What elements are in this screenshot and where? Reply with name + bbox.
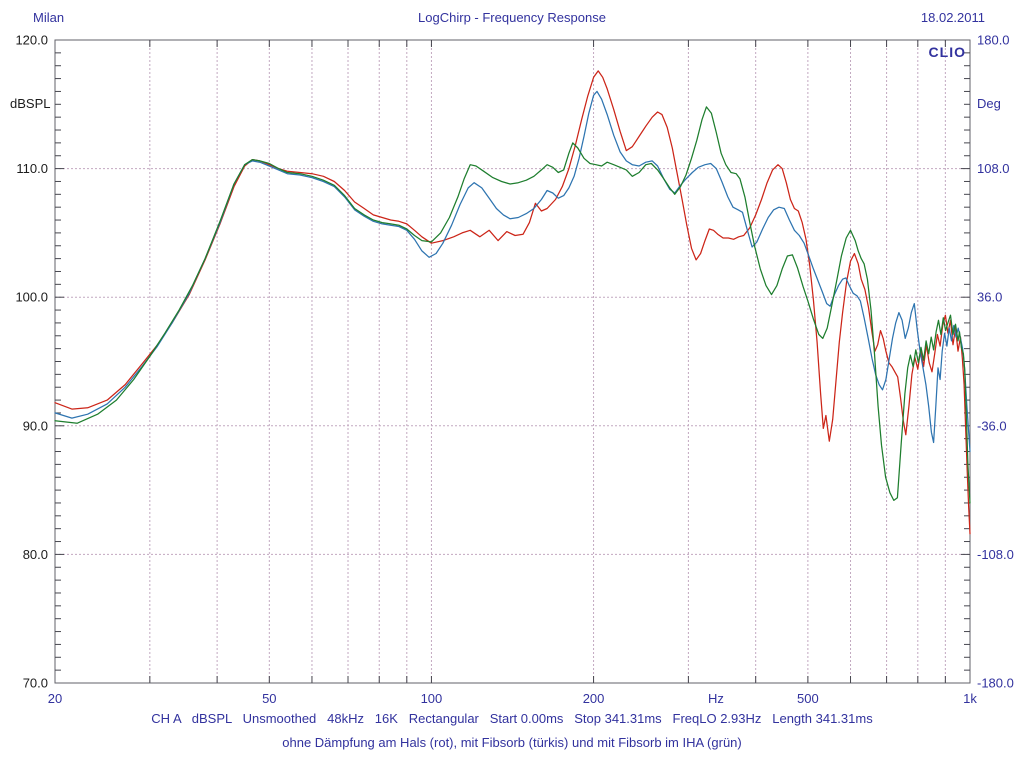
y-axis-label: 70.0 xyxy=(23,676,48,691)
y-axis-label: 100.0 xyxy=(15,290,48,305)
x-axis-label: 100 xyxy=(421,691,443,706)
legend-caption: ohne Dämpfung am Hals (rot), mit Fibsorb… xyxy=(282,735,742,750)
y2-axis-unit: Deg xyxy=(977,96,1001,111)
y-axis-label: 80.0 xyxy=(23,547,48,562)
measurement-parameters: CH A dBSPL Unsmoothed 48kHz 16K Rectangu… xyxy=(151,711,873,726)
y2-axis-label: 36.0 xyxy=(977,290,1002,305)
y-axis-label: 120.0 xyxy=(15,33,48,48)
y2-axis-label: -108.0 xyxy=(977,547,1014,562)
x-axis-label: 20 xyxy=(48,691,62,706)
y-axis-unit: dBSPL xyxy=(10,96,50,111)
x-axis-label: 50 xyxy=(262,691,276,706)
clio-logo: CLIO xyxy=(928,44,966,60)
y-axis-label: 90.0 xyxy=(23,418,48,433)
y2-axis-label: 108.0 xyxy=(977,161,1010,176)
y2-axis-label: -180.0 xyxy=(977,676,1014,691)
x-axis-label: 200 xyxy=(583,691,605,706)
curve-grün xyxy=(54,106,971,504)
curve-türkis xyxy=(54,90,971,453)
x-axis-label: 1k xyxy=(963,691,977,706)
plot-frame xyxy=(54,39,971,684)
y2-axis-label: -36.0 xyxy=(977,418,1007,433)
y2-axis-label: 180.0 xyxy=(977,33,1010,48)
x-axis-label: 500 xyxy=(797,691,819,706)
curve-rot xyxy=(54,70,971,535)
project-name: Milan xyxy=(33,10,65,25)
measurement-date: 18.02.2011 xyxy=(920,10,985,25)
y-axis-label: 110.0 xyxy=(16,161,48,176)
chart-title: LogChirp - Frequency Response xyxy=(418,10,606,25)
x-axis-unit: Hz xyxy=(708,691,724,706)
